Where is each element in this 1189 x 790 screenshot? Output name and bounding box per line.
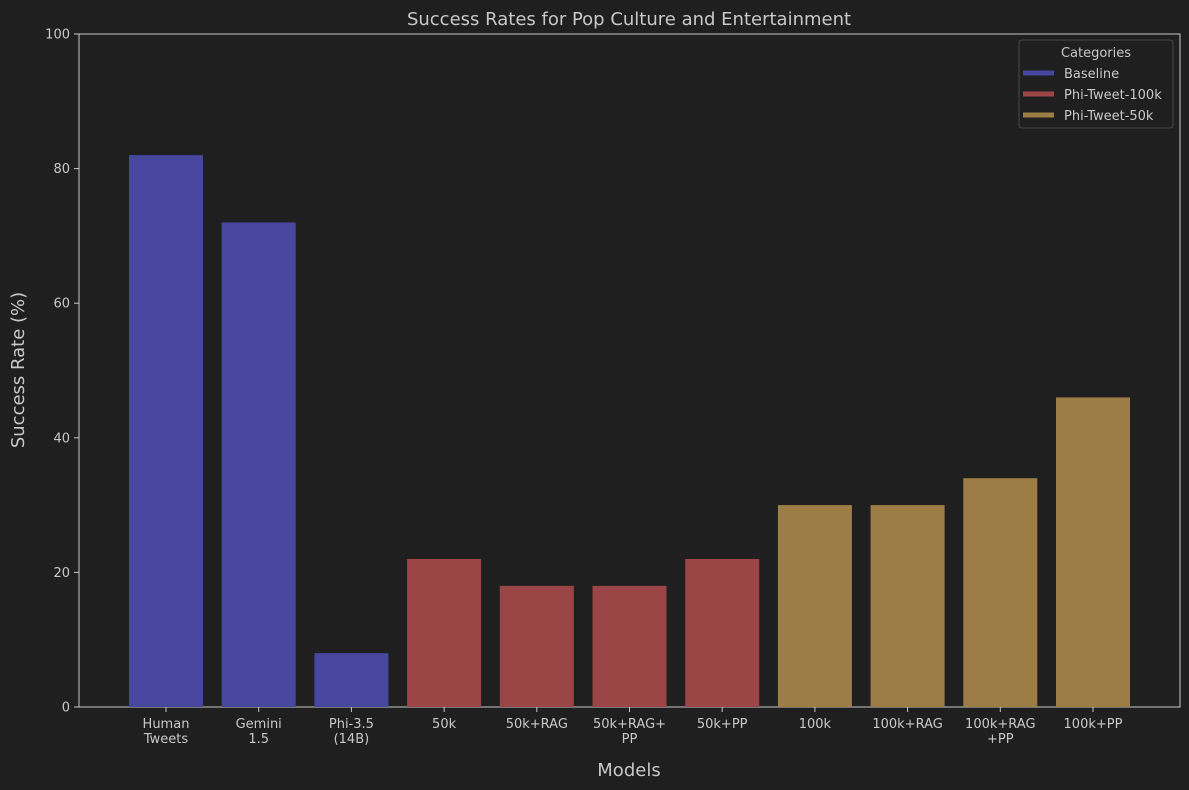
x-tick-label: 100k	[799, 717, 832, 732]
x-tick-label: 50k+RAG+ PP	[593, 717, 666, 747]
x-tick-label: 100k+RAG +PP	[965, 717, 1035, 747]
bar	[685, 558, 760, 707]
x-tick-label: 100k+PP	[1064, 717, 1123, 732]
y-tick-label: 80	[53, 162, 70, 177]
y-tick-label: 20	[53, 566, 70, 581]
y-axis-label: Success Rate (%)	[8, 292, 29, 448]
bar	[314, 653, 389, 707]
bar	[870, 505, 945, 707]
bar	[221, 222, 296, 707]
legend-title: Categories	[1061, 46, 1131, 61]
legend-label: Phi-Tweet-50k	[1064, 109, 1154, 124]
chart-title: Success Rates for Pop Culture and Entert…	[407, 9, 851, 30]
bar	[963, 478, 1038, 707]
x-tick-label: Gemini 1.5	[236, 717, 282, 747]
x-tick-label: 50k+RAG	[506, 717, 568, 732]
y-tick-label: 100	[45, 28, 70, 43]
bar	[592, 585, 667, 707]
legend-label: Baseline	[1064, 67, 1119, 82]
x-tick-label: 50k+PP	[697, 717, 748, 732]
legend-label: Phi-Tweet-100k	[1064, 88, 1162, 103]
plot-area: 0 20 40 60 80 100 Human Tweets Gemini 1.5 Phi-3.5(…	[45, 28, 1181, 747]
bar	[499, 585, 574, 707]
bar	[129, 155, 203, 707]
x-tick-label: Phi-3.5 (14B)	[329, 717, 374, 747]
x-axis-label: Models	[597, 760, 660, 781]
bar	[1056, 397, 1130, 707]
y-tick-label: 40	[53, 431, 70, 446]
bar	[407, 558, 482, 707]
legend: Categories Baseline Phi-Tweet-100k Phi-Twee…	[1018, 39, 1174, 129]
y-tick-label: 0	[62, 701, 70, 716]
x-tick-label: 100k+RAG	[872, 717, 942, 732]
legend-box	[1018, 39, 1174, 129]
bar	[777, 505, 852, 707]
x-tick-label: 50k	[432, 717, 457, 732]
y-tick-label: 60	[53, 297, 70, 312]
x-tick-label: Human Tweets	[143, 717, 190, 747]
